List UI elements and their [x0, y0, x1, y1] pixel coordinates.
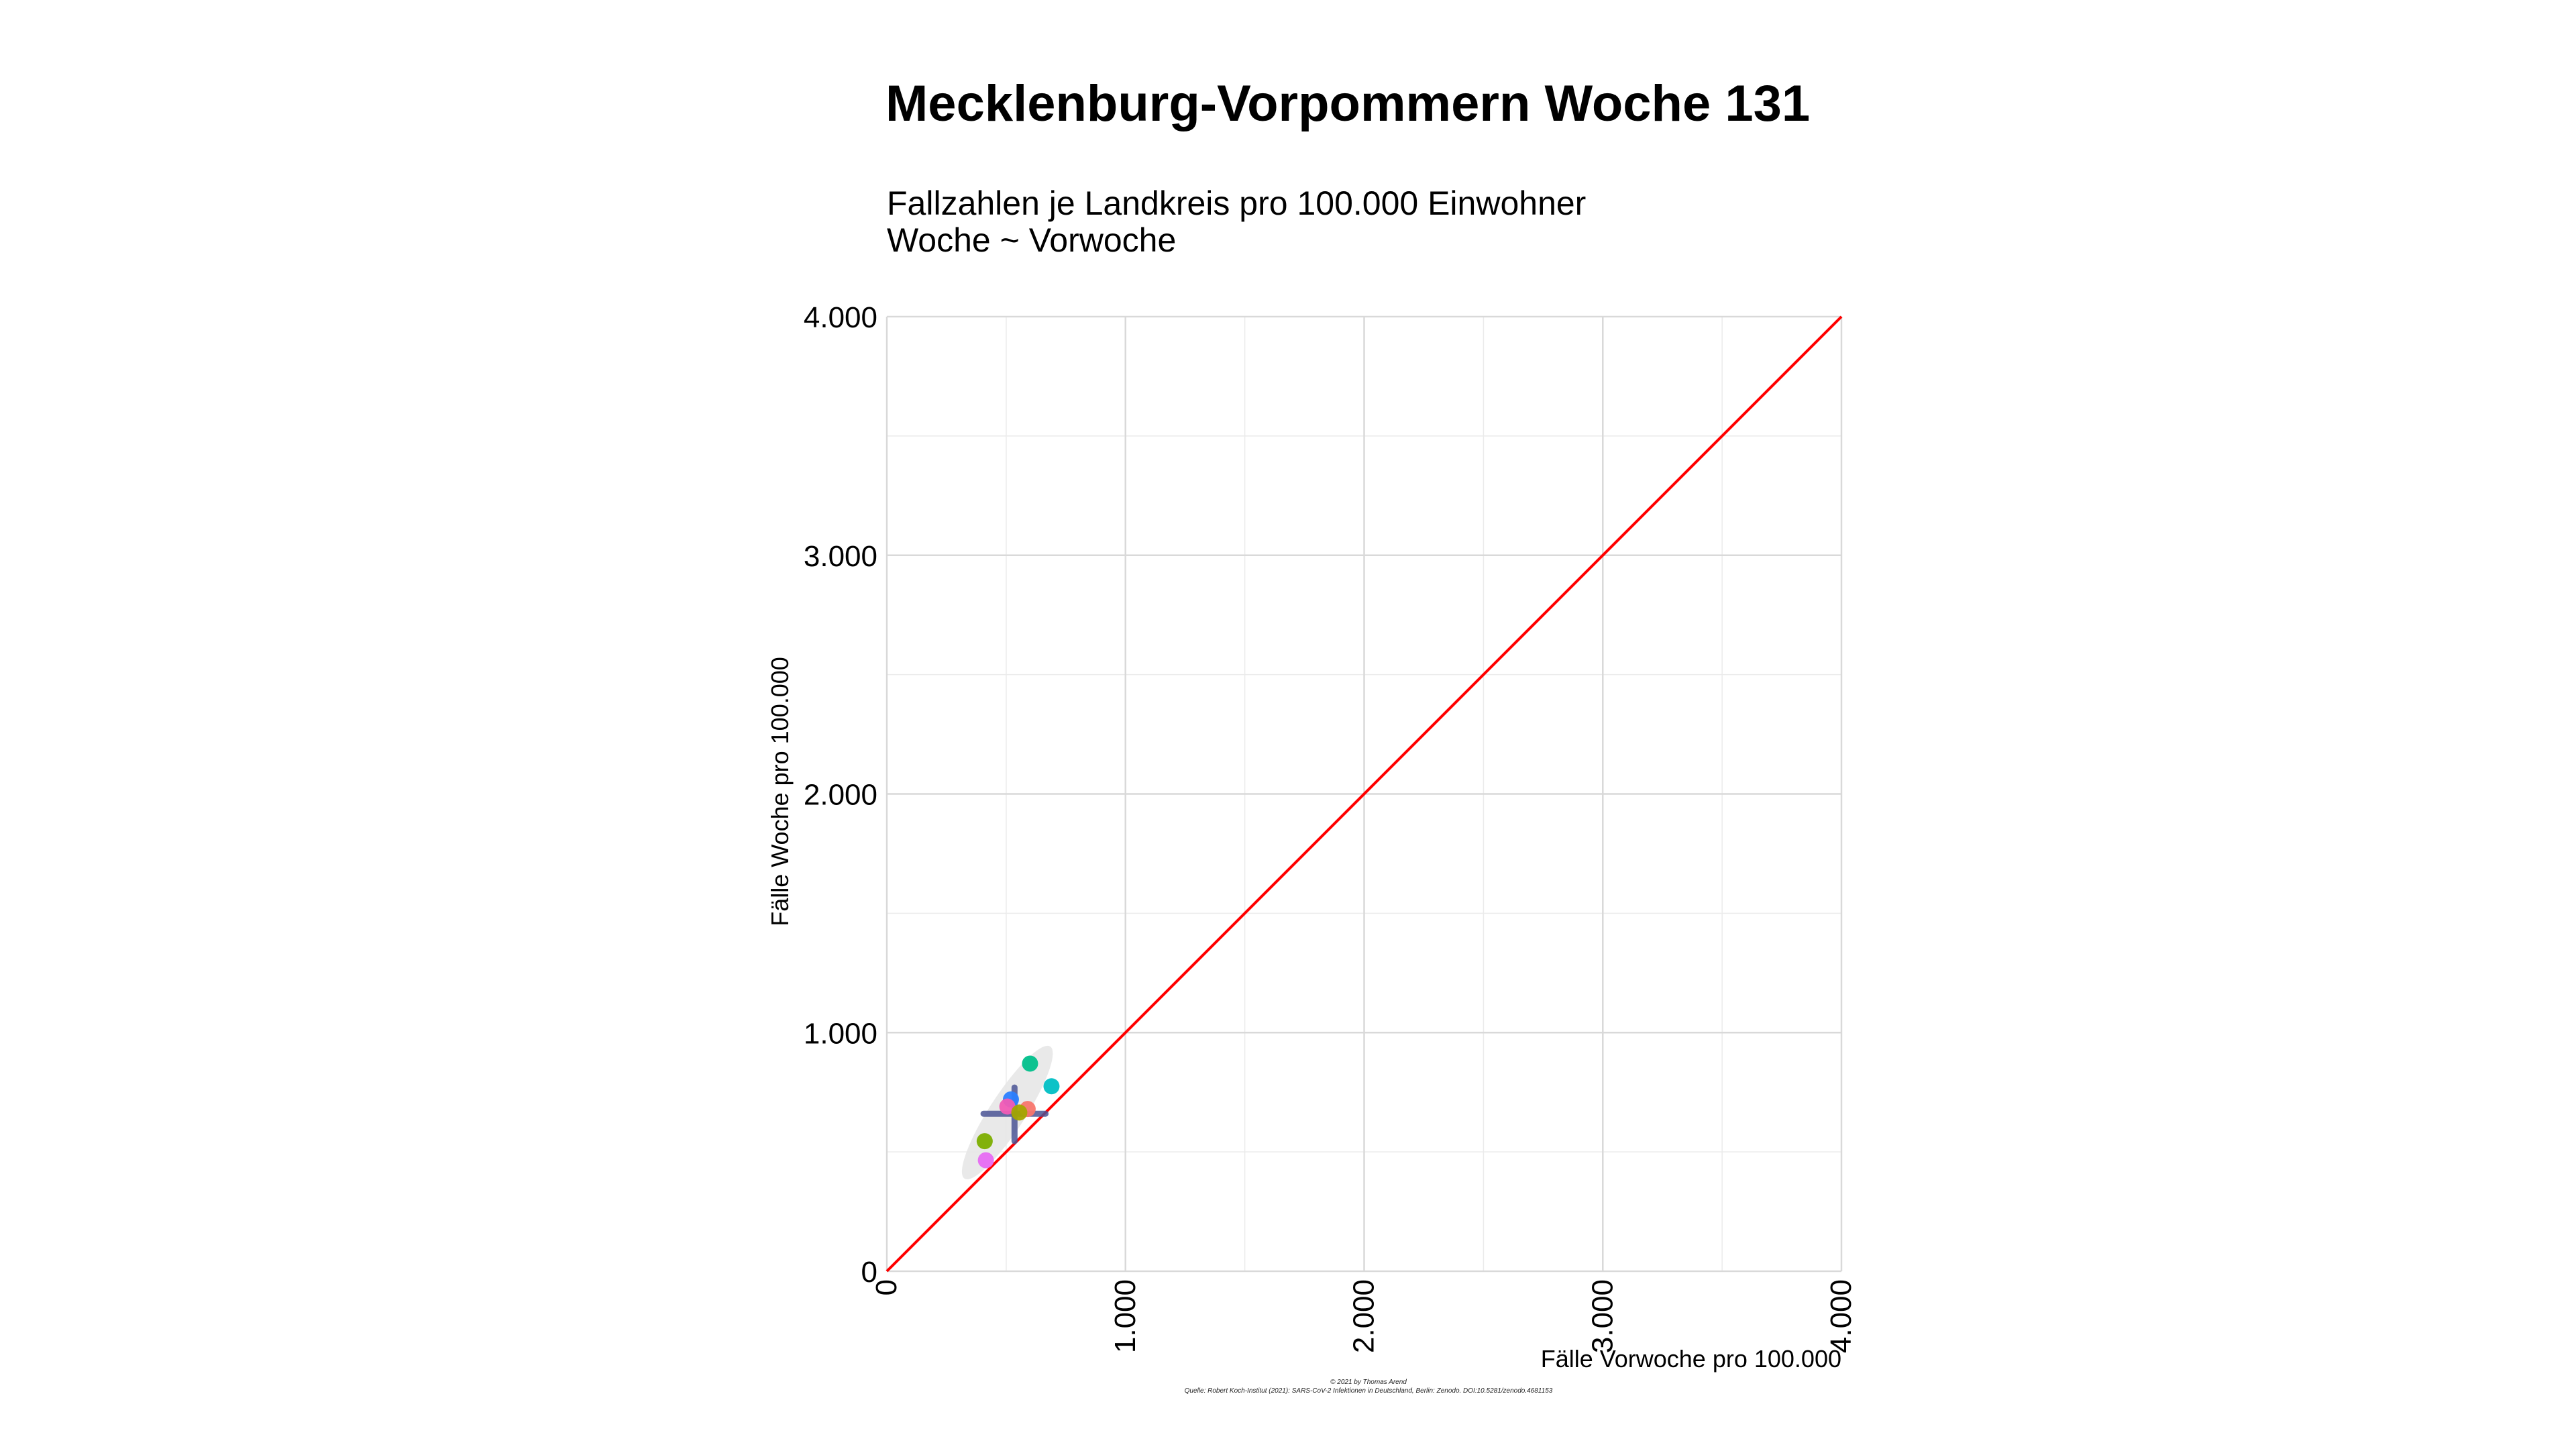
caption-source: Quelle: Robert Koch-Institut (2021): SAR… — [1185, 1387, 1553, 1395]
y-axis-ticks: 0 1.000 2.000 3.000 4.000 — [804, 301, 877, 1289]
chart-subtitle-line-2: Woche ~ Vorwoche — [887, 221, 1176, 259]
x-tick-label: 0 — [870, 1279, 903, 1295]
x-tick-label: 1.000 — [1109, 1279, 1142, 1353]
x-axis-ticks: 0 1.000 2.000 3.000 4.000 — [870, 1279, 1858, 1353]
data-point — [999, 1098, 1016, 1115]
x-tick-label: 4.000 — [1825, 1279, 1858, 1353]
chart-subtitle-line-1: Fallzahlen je Landkreis pro 100.000 Einw… — [887, 184, 1586, 222]
data-point — [1022, 1055, 1038, 1072]
y-tick-label: 0 — [861, 1256, 877, 1289]
y-tick-label: 1.000 — [804, 1017, 877, 1050]
gridlines — [885, 315, 1843, 1273]
y-tick-label: 3.000 — [804, 540, 877, 573]
x-axis-title: Fälle Vorwoche pro 100.000 — [1541, 1345, 1841, 1373]
y-axis-title: Fälle Woche pro 100.000 — [766, 657, 794, 926]
data-points — [976, 1055, 1060, 1169]
x-tick-label: 3.000 — [1586, 1279, 1619, 1353]
caption-copyright: © 2021 by Thomas Arend — [1330, 1379, 1407, 1386]
data-point — [1011, 1104, 1028, 1121]
data-point — [976, 1133, 993, 1150]
y-tick-label: 4.000 — [804, 301, 877, 334]
chart-title: Mecklenburg-Vorpommern Woche 131 — [885, 75, 1810, 132]
x-tick-label: 2.000 — [1348, 1279, 1381, 1353]
y-tick-label: 2.000 — [804, 779, 877, 812]
data-point — [977, 1152, 994, 1169]
data-point — [1043, 1078, 1060, 1095]
